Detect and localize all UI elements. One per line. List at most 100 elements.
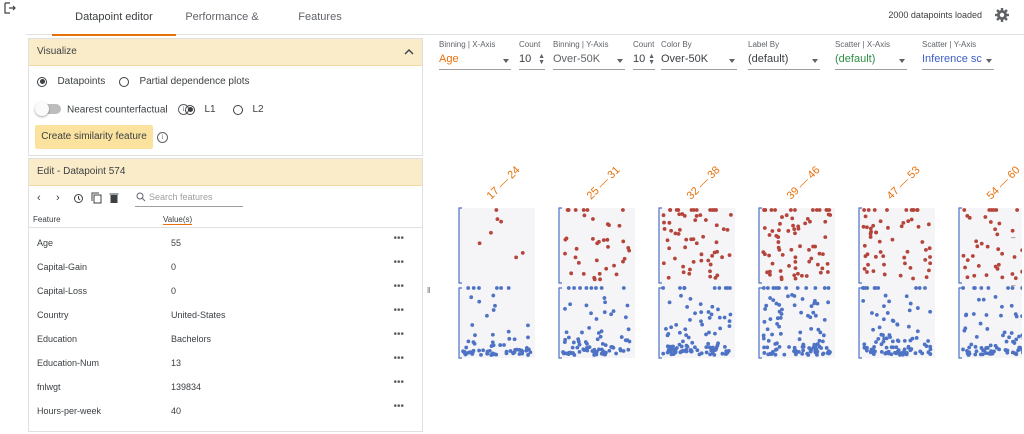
negative-point[interactable] [508, 349, 513, 353]
negative-point[interactable] [889, 345, 894, 350]
gear-icon[interactable] [994, 7, 1010, 23]
positive-point[interactable] [565, 208, 570, 212]
negative-point[interactable] [594, 286, 598, 290]
negative-point[interactable] [621, 286, 626, 290]
binning-x-select[interactable]: Binning | X-Axis Age [439, 40, 511, 70]
negative-point[interactable] [722, 315, 727, 320]
positive-point[interactable] [621, 239, 626, 244]
positive-point[interactable] [779, 277, 784, 282]
positive-point[interactable] [996, 262, 1001, 267]
negative-point[interactable] [985, 346, 990, 350]
feature-value[interactable]: 139834 [171, 382, 202, 392]
positive-point[interactable] [585, 208, 590, 212]
positive-point[interactable] [1000, 251, 1005, 256]
negative-point[interactable] [494, 352, 499, 357]
positive-point[interactable] [920, 240, 925, 244]
negative-point[interactable] [704, 332, 708, 337]
negative-point[interactable] [481, 348, 486, 353]
negative-point[interactable] [777, 303, 782, 307]
negative-point[interactable] [1011, 339, 1015, 344]
positive-point[interactable] [928, 255, 932, 259]
positive-point[interactable] [776, 245, 781, 250]
tab-features[interactable]: Features [298, 11, 342, 23]
positive-point[interactable] [662, 227, 667, 231]
positive-point[interactable] [720, 255, 724, 260]
negative-point[interactable] [684, 347, 689, 352]
negative-point[interactable] [813, 286, 818, 290]
negative-point[interactable] [507, 336, 512, 341]
positive-point[interactable] [674, 208, 679, 212]
positive-point[interactable] [924, 247, 928, 252]
positive-point[interactable] [789, 247, 794, 252]
positive-point[interactable] [817, 251, 822, 256]
negative-point[interactable] [806, 353, 811, 357]
binning-y-select[interactable]: Binning | Y-Axis Over-50K [553, 40, 625, 70]
positive-point[interactable] [701, 234, 706, 239]
negative-point[interactable] [800, 351, 805, 356]
negative-point[interactable] [511, 351, 516, 355]
negative-point[interactable] [627, 339, 632, 344]
positive-point[interactable] [676, 231, 681, 236]
positive-point[interactable] [814, 208, 819, 212]
negative-point[interactable] [681, 339, 685, 344]
positive-point[interactable] [991, 208, 996, 212]
negative-point[interactable] [824, 346, 829, 350]
negative-point[interactable] [619, 335, 624, 339]
negative-point[interactable] [826, 349, 831, 354]
positive-point[interactable] [662, 220, 666, 225]
positive-point[interactable] [809, 256, 814, 261]
negative-point[interactable] [1014, 314, 1019, 319]
negative-point[interactable] [969, 342, 974, 347]
negative-point[interactable] [881, 333, 885, 338]
negative-point[interactable] [762, 345, 766, 350]
chevron-left-icon[interactable]: ‹ [37, 192, 41, 204]
negative-point[interactable] [665, 333, 670, 338]
negative-point[interactable] [806, 313, 810, 318]
negative-point[interactable] [471, 286, 476, 290]
scatter-x-value[interactable]: (default) [835, 53, 907, 70]
color-by-value[interactable]: Over-50K [661, 53, 737, 70]
negative-point[interactable] [1017, 334, 1021, 339]
negative-point[interactable] [602, 310, 607, 315]
negative-point[interactable] [710, 345, 715, 350]
positive-point[interactable] [995, 266, 1000, 271]
positive-point[interactable] [563, 237, 568, 242]
negative-point[interactable] [607, 348, 612, 353]
count-x-value[interactable]: 10 ▲ ▼ [519, 53, 545, 70]
negative-point[interactable] [592, 347, 597, 352]
positive-point[interactable] [803, 221, 808, 226]
binning-x-value[interactable]: Age [439, 53, 511, 70]
positive-point[interactable] [607, 223, 611, 228]
negative-point[interactable] [693, 311, 697, 316]
negative-point[interactable] [765, 327, 770, 332]
feature-value[interactable]: 0 [171, 286, 177, 296]
positive-point[interactable] [976, 263, 981, 268]
positive-point[interactable] [871, 223, 876, 228]
positive-point[interactable] [708, 262, 713, 267]
create-similarity-feature-button[interactable]: Create similarity feature [35, 125, 153, 149]
negative-point[interactable] [895, 322, 900, 327]
negative-point[interactable] [726, 349, 731, 353]
positive-point[interactable] [681, 270, 686, 275]
negative-point[interactable] [477, 348, 481, 353]
negative-point[interactable] [707, 345, 712, 350]
negative-point[interactable] [594, 317, 599, 321]
negative-point[interactable] [517, 348, 522, 352]
negative-point[interactable] [502, 343, 506, 347]
negative-point[interactable] [603, 343, 608, 348]
negative-point[interactable] [461, 349, 465, 354]
positive-point[interactable] [669, 228, 674, 233]
positive-point[interactable] [961, 253, 966, 258]
negative-point[interactable] [961, 286, 966, 290]
positive-point[interactable] [911, 208, 915, 212]
positive-point[interactable] [665, 238, 670, 243]
negative-point[interactable] [775, 316, 780, 321]
negative-point[interactable] [582, 348, 587, 352]
positive-point[interactable] [866, 208, 871, 212]
negative-point[interactable] [477, 299, 482, 304]
negative-point[interactable] [625, 303, 630, 308]
positive-point[interactable] [903, 261, 907, 266]
negative-point[interactable] [477, 286, 481, 290]
positive-point[interactable] [677, 227, 682, 232]
more-icon[interactable]: ••• [393, 305, 404, 316]
